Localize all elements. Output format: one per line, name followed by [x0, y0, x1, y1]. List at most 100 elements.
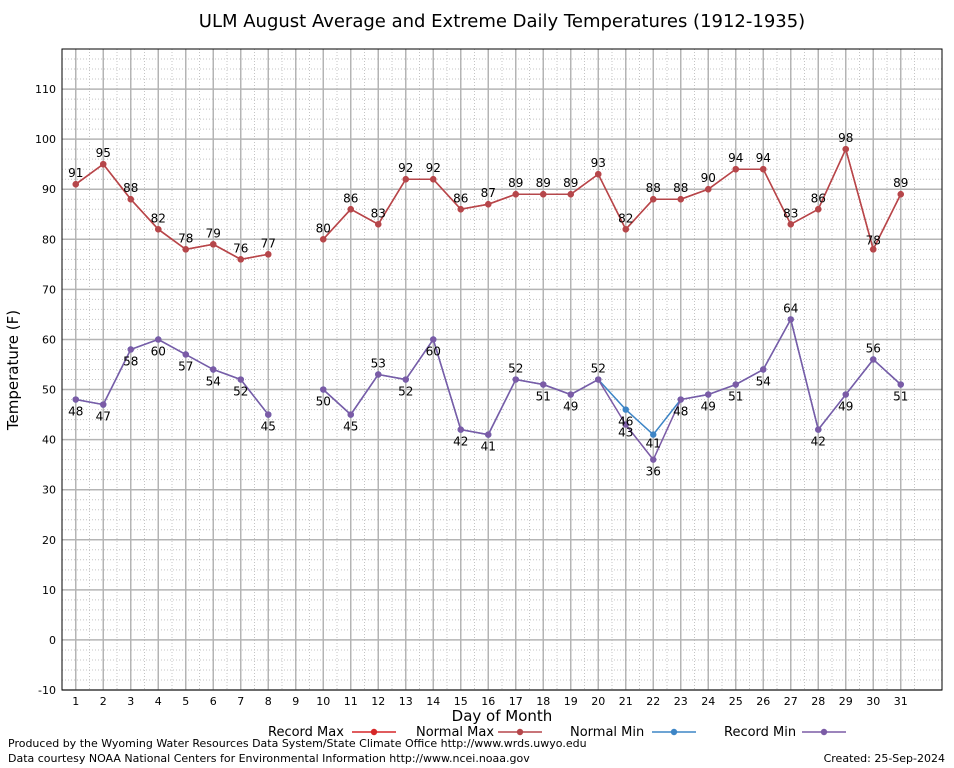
data-label: 49: [563, 400, 578, 414]
data-point: [897, 191, 904, 198]
data-point: [72, 181, 79, 188]
data-point: [430, 176, 437, 183]
x-tick-label: 14: [426, 695, 440, 708]
x-axis-label: Day of Month: [452, 707, 553, 725]
data-label: 52: [508, 362, 523, 376]
x-tick-label: 2: [100, 695, 107, 708]
data-point: [375, 221, 382, 228]
data-label: 48: [673, 405, 688, 419]
data-point: [512, 191, 519, 198]
x-tick-label: 7: [237, 695, 244, 708]
data-point: [402, 176, 409, 183]
data-point: [787, 316, 794, 323]
data-point: [787, 221, 794, 228]
footer-courtesy: Data courtesy NOAA National Centers for …: [8, 752, 530, 765]
data-label: 93: [591, 156, 606, 170]
data-label: 91: [68, 166, 83, 180]
data-label: 57: [178, 359, 193, 373]
data-label: 43: [618, 426, 633, 440]
data-label: 64: [783, 301, 798, 315]
data-point: [760, 366, 767, 373]
data-label: 45: [343, 420, 358, 434]
y-tick-label: 30: [42, 484, 56, 497]
data-label: 92: [426, 161, 441, 175]
data-label: 88: [646, 181, 661, 195]
data-point: [265, 251, 272, 258]
data-label: 92: [398, 161, 413, 175]
x-tick-label: 1: [72, 695, 79, 708]
x-tick-label: 5: [182, 695, 189, 708]
data-point: [265, 411, 272, 418]
x-tick-label: 6: [210, 695, 217, 708]
data-point: [155, 226, 162, 233]
y-tick-label: 110: [35, 83, 56, 96]
data-point: [375, 371, 382, 378]
x-tick-label: 18: [536, 695, 550, 708]
data-label: 49: [701, 400, 716, 414]
legend-marker: [516, 728, 524, 736]
y-tick-label: 50: [42, 384, 56, 397]
x-tick-label: 24: [701, 695, 715, 708]
data-point: [72, 396, 79, 403]
data-label: 86: [453, 191, 468, 205]
x-tick-label: 15: [454, 695, 468, 708]
data-point: [127, 346, 134, 353]
y-tick-label: 70: [42, 283, 56, 296]
data-label: 95: [96, 146, 111, 160]
x-tick-label: 4: [155, 695, 162, 708]
data-point: [237, 376, 244, 383]
data-point: [842, 391, 849, 398]
data-label: 45: [261, 420, 276, 434]
data-point: [210, 241, 217, 248]
data-label: 82: [151, 211, 166, 225]
data-point: [182, 351, 189, 358]
data-point: [237, 256, 244, 263]
x-tick-label: 26: [756, 695, 770, 708]
y-tick-label: 100: [35, 133, 56, 146]
data-label: 42: [811, 435, 826, 449]
data-label: 78: [866, 233, 881, 247]
x-tick-label: 12: [371, 695, 385, 708]
data-label: 51: [728, 390, 743, 404]
data-point: [622, 421, 629, 428]
data-point: [540, 381, 547, 388]
data-label: 88: [123, 181, 138, 195]
data-point: [485, 201, 492, 208]
data-label: 82: [618, 211, 633, 225]
data-label: 78: [178, 231, 193, 245]
data-label: 36: [646, 465, 661, 479]
data-point: [815, 426, 822, 433]
data-label: 60: [426, 344, 441, 358]
data-label: 80: [316, 221, 331, 235]
data-point: [870, 246, 877, 253]
data-point: [512, 376, 519, 383]
data-label: 48: [68, 405, 83, 419]
data-label: 51: [893, 390, 908, 404]
data-label: 94: [728, 151, 743, 165]
data-label: 87: [481, 186, 496, 200]
data-label: 89: [563, 176, 578, 190]
data-label: 89: [893, 176, 908, 190]
data-point: [457, 426, 464, 433]
data-label: 90: [701, 171, 716, 185]
series-line: [75, 338, 269, 416]
data-label: 83: [783, 206, 798, 220]
data-label: 79: [206, 226, 221, 240]
x-tick-label: 20: [591, 695, 605, 708]
data-label: 60: [151, 344, 166, 358]
y-tick-label: 40: [42, 434, 56, 447]
data-point: [842, 145, 849, 153]
data-label: 47: [96, 410, 111, 424]
data-label: 89: [508, 176, 523, 190]
data-point: [595, 376, 602, 383]
data-point: [897, 381, 904, 388]
data-label: 88: [673, 181, 688, 195]
data-point: [430, 336, 437, 343]
data-point: [485, 431, 492, 438]
data-label: 41: [481, 440, 496, 454]
legend-label: Normal Max: [416, 725, 494, 740]
x-tick-label: 25: [729, 695, 743, 708]
legend-marker: [370, 728, 378, 736]
y-tick-label: -10: [38, 684, 56, 697]
